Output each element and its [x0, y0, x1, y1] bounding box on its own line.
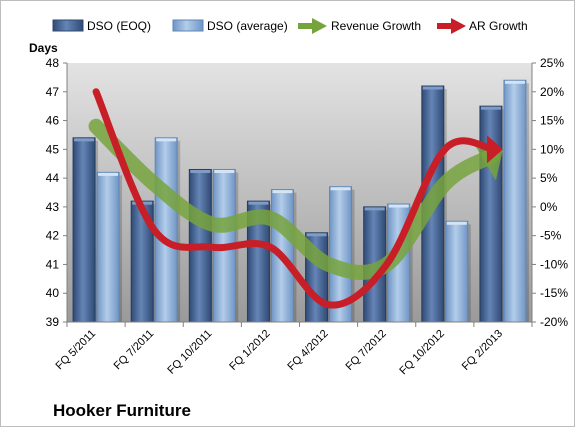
y-right-tick-label: 0%: [540, 200, 558, 214]
ar-growth-arrowhead: [486, 135, 503, 164]
bar-cap: [446, 221, 467, 225]
legend: DSO (EOQ) DSO (average) Revenue Growth A…: [52, 18, 528, 34]
y-right-tick-label: 10%: [540, 142, 564, 156]
y-left-tick-label: 39: [46, 315, 60, 329]
legend-label-dso-average: DSO (average): [207, 19, 288, 33]
bar-dso-eoq: [72, 137, 96, 323]
legend-label-dso-eoq: DSO (EOQ): [87, 19, 151, 33]
bar-dso-average: [503, 79, 527, 323]
legend-swatch-revenue-growth: [298, 18, 327, 34]
y-left-tick-label: 46: [46, 114, 60, 128]
ar-growth-line: [92, 88, 497, 309]
x-tick-label: FQ 7/2011: [112, 328, 157, 373]
y-left-tick-label: 47: [46, 85, 60, 99]
bar-cap: [504, 80, 525, 84]
bar-dso-average: [96, 171, 120, 323]
bar-cap: [272, 190, 293, 194]
bar-cap: [480, 106, 501, 110]
legend-swatch-dso-eoq: [52, 19, 84, 32]
y-right-tick-label: -10%: [540, 257, 568, 271]
bar-cap: [156, 138, 177, 142]
x-tick-label: FQ 4/2012: [285, 328, 330, 373]
y-right-tick-label: -20%: [540, 315, 568, 329]
bar-cap: [98, 172, 119, 176]
x-tick-label: FQ 5/2011: [54, 328, 99, 373]
x-tick-label: FQ 2/2013: [460, 328, 505, 373]
growth-lines: [88, 88, 503, 309]
y-left-tick-label: 40: [46, 286, 60, 300]
y-left-tick-label: 48: [46, 56, 60, 70]
y-left-tick-label: 44: [46, 171, 60, 185]
legend-label-ar-growth: AR Growth: [469, 19, 528, 33]
bar-cap: [74, 138, 95, 142]
legend-swatch-dso-average: [172, 19, 204, 32]
bar-cap: [306, 233, 327, 237]
revenue-growth-line: [88, 118, 500, 280]
x-tick-label: FQ 1/2012: [227, 328, 272, 373]
y-axis-title: Days: [29, 41, 58, 55]
bar-cap: [190, 169, 211, 173]
y-right-tick-label: 25%: [540, 56, 564, 70]
bar-cap: [364, 207, 385, 211]
x-tick-label: FQ 10/2011: [165, 328, 214, 377]
y-left-tick-label: 45: [46, 142, 60, 156]
bar-dso-eoq: [479, 105, 503, 323]
y-left-tick-label: 42: [46, 229, 60, 243]
y-right-tick-label: 20%: [540, 85, 564, 99]
y-right-tick-label: -15%: [540, 286, 568, 300]
y-right-tick-label: 5%: [540, 171, 558, 185]
y-right-tick-label: -5%: [540, 229, 562, 243]
legend-swatch-ar-growth: [437, 18, 466, 34]
x-tick-label: FQ 10/2012: [397, 328, 447, 378]
bar-cap: [214, 169, 235, 173]
bar-cap: [330, 187, 351, 191]
y-left-tick-label: 41: [46, 257, 60, 271]
bar-dso-average: [445, 220, 469, 323]
chart-title: Hooker Furniture: [53, 401, 191, 420]
y-left-tick-label: 43: [46, 200, 60, 214]
legend-label-revenue-growth: Revenue Growth: [331, 19, 421, 33]
x-tick-label: FQ 7/2012: [344, 328, 389, 373]
y-right-tick-label: 15%: [540, 114, 564, 128]
bar-cap: [388, 204, 409, 208]
bar-cap: [422, 86, 443, 90]
bar-cap: [248, 201, 269, 205]
